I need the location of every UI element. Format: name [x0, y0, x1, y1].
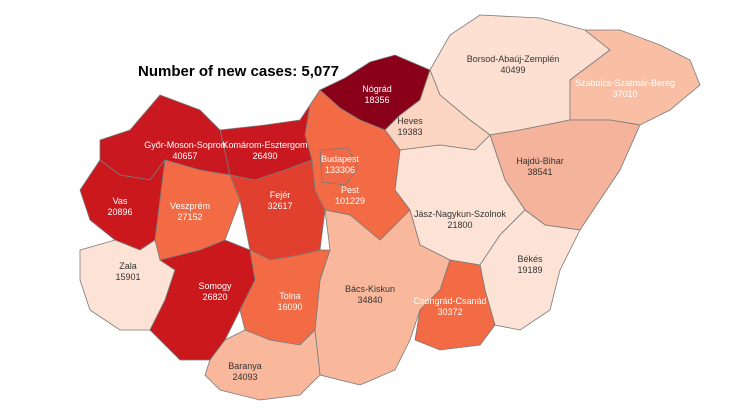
county-name: Csongrád-Csanád — [413, 296, 486, 306]
county-name: Vas — [113, 196, 128, 206]
county-name: Győr-Moson-Sopron — [144, 140, 226, 150]
county-name: Somogy — [198, 281, 232, 291]
county-name: Jász-Nagykun-Szolnok — [414, 209, 507, 219]
county-value: 133306 — [325, 165, 355, 175]
county-value: 19189 — [517, 265, 542, 275]
county-value: 40657 — [172, 151, 197, 161]
county-name: Heves — [397, 116, 423, 126]
county-value: 37010 — [612, 89, 637, 99]
county-value: 30372 — [437, 307, 462, 317]
county-value: 16090 — [277, 302, 302, 312]
county-region — [229, 159, 326, 261]
county-value: 15901 — [115, 272, 140, 282]
county-name: Borsod-Abaúj-Zemplén — [467, 54, 560, 64]
county-value: 26490 — [252, 151, 277, 161]
county-name: Budapest — [321, 154, 360, 164]
county-value: 21800 — [447, 220, 472, 230]
county-value: 34840 — [357, 295, 382, 305]
county-name: Veszprém — [170, 201, 210, 211]
county-name: Nógrád — [362, 84, 392, 94]
county-value: 26820 — [202, 292, 227, 302]
county-name: Zala — [119, 261, 137, 271]
county-value: 24093 — [232, 372, 257, 382]
county-value: 19383 — [397, 127, 422, 137]
county-value: 27152 — [177, 212, 202, 222]
map-title: Number of new cases: 5,077 — [138, 63, 339, 80]
county-name: Békés — [517, 254, 543, 264]
county-name: Szabolcs-Szatmár-Bereg — [575, 78, 675, 88]
county-name: Pest — [341, 185, 360, 195]
county-name: Hajdú-Bihar — [516, 156, 564, 166]
county-region — [204, 329, 321, 401]
county-name: Komárom-Esztergom — [222, 140, 307, 150]
regions — [79, 14, 701, 401]
county-value: 40499 — [500, 65, 525, 75]
county-name: Bács-Kiskun — [345, 284, 395, 294]
county-region — [319, 147, 359, 186]
county-value: 20896 — [107, 207, 132, 217]
county-name: Fejér — [270, 190, 291, 200]
county-name: Tolna — [279, 291, 301, 301]
county-name: Baranya — [228, 361, 262, 371]
county-value: 18356 — [364, 95, 389, 105]
county-value: 38541 — [527, 167, 552, 177]
county-region — [479, 209, 581, 331]
county-region — [414, 259, 496, 351]
county-value: 32617 — [267, 201, 292, 211]
county-region — [569, 29, 701, 126]
county-value: 101229 — [335, 196, 365, 206]
